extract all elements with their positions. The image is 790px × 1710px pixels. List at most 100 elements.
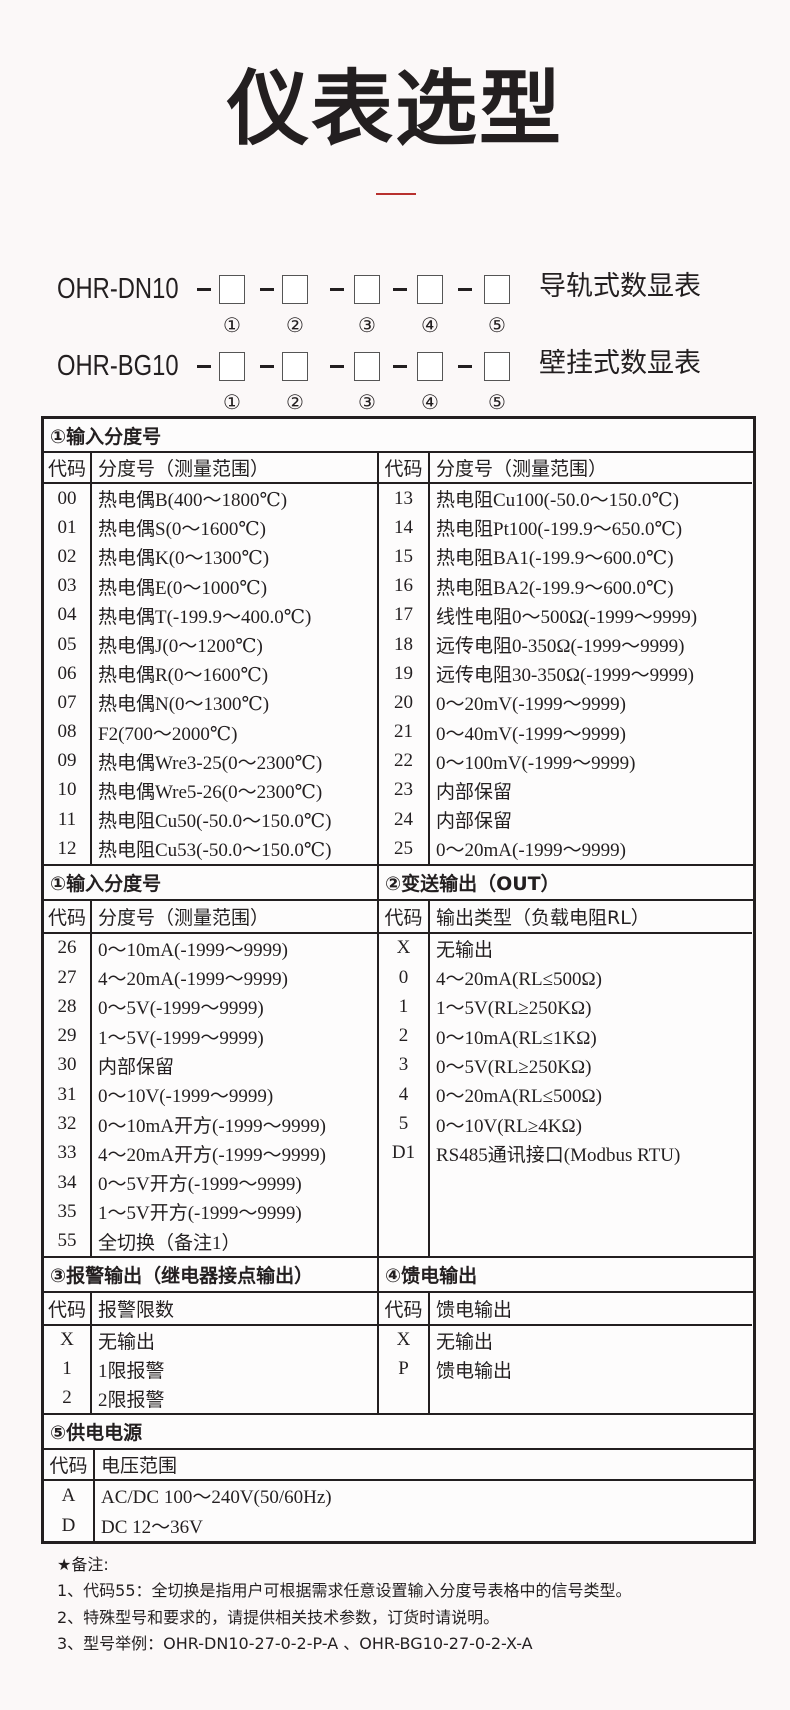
description-value: F2(700～2000℃)	[98, 723, 238, 745]
description-value: 0～20mA(RL≤500Ω)	[436, 1086, 602, 1108]
dash-separator	[330, 365, 344, 368]
description-value: 0～5V开方(-1999～9999)	[98, 1174, 302, 1196]
table-row-description: 无输出	[430, 1326, 752, 1355]
description-value: 0～10V(RL≥4KΩ)	[436, 1115, 582, 1137]
table-row-description: 热电偶S(0～1600℃)	[92, 513, 377, 542]
table-row-description: 远传电阻30-350Ω(-1999～9999)	[430, 659, 752, 688]
table-body: X 0 1 2 3 4 5 D1 无输出 4～20mA(RL≤500Ω) 1～5V(RL≥250KΩ…	[379, 933, 752, 1256]
description-column-header: 分度号（测量范围）	[98, 906, 270, 929]
table-row-code: 14	[379, 513, 428, 542]
description-column-header: 馈电输出	[436, 1298, 513, 1321]
column-header: 代码 馈电输出	[379, 1292, 752, 1326]
table-row-description: 热电阻BA1(-199.9～600.0℃)	[430, 542, 752, 571]
code-slot-box[interactable]	[282, 352, 308, 381]
description-value: 热电偶K(0～1300℃)	[98, 548, 270, 570]
slot-number: ②	[286, 313, 304, 337]
slot-number: ④	[421, 313, 439, 337]
dash-separator	[260, 365, 274, 368]
code-slot-box[interactable]	[354, 275, 380, 304]
code-slot-box[interactable]	[219, 275, 245, 304]
table-row-description: 1～5V(RL≥250KΩ)	[430, 992, 752, 1021]
code-value: X	[396, 937, 411, 959]
table-row-description: 0～20mV(-1999～9999)	[430, 688, 752, 717]
code-value: 28	[57, 995, 77, 1017]
slot-number: ①	[223, 313, 241, 337]
notes: ★备注: 1、代码55：全切换是指用户可根据需求任意设置输入分度号表格中的信号类…	[57, 1552, 632, 1657]
description-column: 无输出 1限报警 2限报警	[92, 1326, 377, 1413]
description-value: 1限报警	[98, 1360, 165, 1382]
code-slot-box[interactable]	[417, 275, 443, 304]
table-row-code: 2	[44, 1384, 90, 1413]
code-slot-box[interactable]	[354, 352, 380, 381]
description-value: 馈电输出	[436, 1360, 513, 1382]
table-row-code: 30	[44, 1051, 90, 1080]
table-row-code: 23	[379, 776, 428, 805]
slot-number: ①	[223, 390, 241, 414]
code-slot-box[interactable]	[282, 275, 308, 304]
section-panel: ②变送输出（OUT） 代码 输出类型（负载电阻RL） X 0 1 2 3 4 5 D1 无输出 4～20…	[377, 865, 753, 1256]
table-row-code: 27	[44, 963, 90, 992]
dash-separator	[393, 288, 407, 291]
slot-number: ④	[421, 390, 439, 414]
title-divider	[376, 193, 416, 195]
table-row-description: 全切换（备注1）	[92, 1227, 377, 1256]
code-slot-box[interactable]	[484, 352, 510, 381]
code-value: 20	[394, 691, 413, 713]
column-header: 代码 输出类型（负载电阻RL）	[379, 900, 752, 934]
code-value: 17	[394, 604, 413, 626]
dash-separator	[197, 288, 211, 291]
description-column-header: 分度号（测量范围）	[436, 458, 608, 480]
table-row-description: 1～5V(-1999～9999)	[92, 1021, 377, 1050]
table-row-code: 32	[44, 1109, 90, 1138]
table-row-description: 馈电输出	[430, 1355, 752, 1384]
dash-separator	[330, 288, 344, 291]
description-value: 1～5V(RL≥250KΩ)	[436, 998, 592, 1020]
description-column: 无输出 馈电输出	[430, 1326, 752, 1413]
description-value: 热电偶R(0～1600℃)	[98, 665, 269, 687]
table-section: ③报警输出（继电器接点输出） 代码 报警限数 X 1 2 无输出 1限报警 2限报警 ④馈电输出代…	[44, 1255, 753, 1413]
code-value: 4	[398, 1083, 409, 1105]
code-value: D1	[391, 1142, 416, 1164]
table-row-description: 0～100mV(-1999～9999)	[430, 747, 752, 776]
code-value: A	[61, 1484, 76, 1506]
description-value: 2限报警	[98, 1389, 165, 1411]
code-column-header: 代码	[379, 453, 430, 482]
table-row-code: 25	[379, 834, 428, 863]
table-row-description: 热电阻Cu50(-50.0～150.0℃)	[92, 805, 377, 834]
table-row-code: 13	[379, 484, 428, 513]
table-body: A D AC/DC 100～240V(50/60Hz) DC 12～36V	[44, 1480, 753, 1541]
code-slot-box[interactable]	[417, 352, 443, 381]
description-value: 无输出	[436, 1331, 494, 1353]
table-row-code: 16	[379, 572, 428, 601]
table-row-description: 远传电阻0-350Ω(-1999～9999)	[430, 630, 752, 659]
description-value: 0～20mV(-1999～9999)	[436, 694, 626, 716]
page-title: 仪表选型	[226, 62, 563, 157]
table-row-code: 18	[379, 630, 428, 659]
dash-separator	[260, 288, 274, 291]
table-row-code: 03	[44, 572, 90, 601]
code-slot-box[interactable]	[219, 352, 245, 381]
table-section: ⑤供电电源 代码 电压范围 A D AC/DC 100～240V(50/60Hz) DC 1…	[44, 1412, 753, 1541]
description-column-header: 分度号（测量范围）	[98, 458, 270, 480]
table-row-description: 无输出	[430, 934, 752, 963]
code-value: 33	[57, 1142, 77, 1164]
table-row-description: 热电偶T(-199.9～400.0℃)	[92, 601, 377, 630]
table-row-code: 00	[44, 484, 90, 513]
code-value: 25	[394, 837, 413, 859]
table-row-code: X	[44, 1326, 90, 1355]
code-value: 21	[394, 721, 413, 743]
column-header: 代码 分度号（测量范围）	[44, 453, 377, 484]
table-row-description: 0～20mA(-1999～9999)	[430, 834, 752, 863]
column-header: 代码 报警限数	[44, 1292, 377, 1326]
table-row-code: 15	[379, 542, 428, 571]
code-column-header: 代码	[44, 1449, 95, 1479]
table-row-description: F2(700～2000℃)	[92, 718, 377, 747]
description-value: 热电阻Pt100(-199.9～650.0℃)	[436, 519, 683, 541]
table-row-code: 5	[379, 1109, 428, 1138]
code-slot-box[interactable]	[484, 275, 510, 304]
table-row-description: 热电阻Cu100(-50.0～150.0℃)	[430, 484, 752, 513]
left-columns: 代码 分度号（测量范围） 00 01 02 03 04 05 06 07 08 09 10 11 12 热电偶…	[44, 453, 377, 864]
code-value: 06	[57, 662, 77, 684]
